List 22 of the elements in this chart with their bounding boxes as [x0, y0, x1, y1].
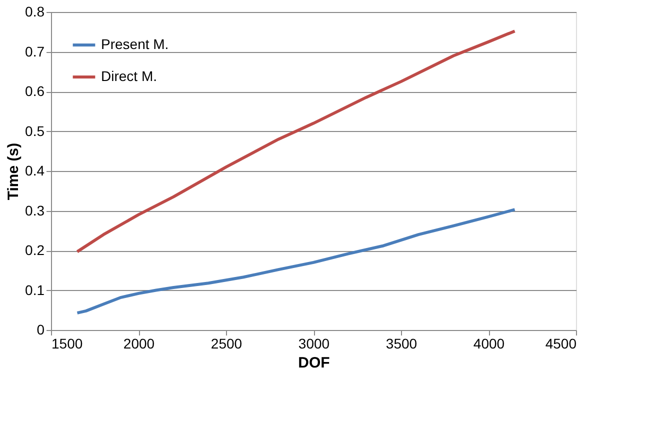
x-tick-label: 3000	[298, 336, 330, 352]
x-tick-label: 4500	[545, 336, 577, 352]
line-series	[76, 30, 516, 254]
x-tick-label: 2500	[210, 336, 242, 352]
y-tick-label: 0.6	[25, 83, 45, 99]
x-tick-label: 2000	[123, 336, 155, 352]
line-series	[76, 208, 516, 314]
y-axis-title: Time (s)	[5, 142, 22, 200]
y-tick-label: 0.2	[25, 242, 45, 258]
x-tick-label: 4000	[473, 336, 505, 352]
x-tick-label: 3500	[386, 336, 418, 352]
y-tick-label: 0.7	[25, 43, 45, 60]
legend-label: Direct M.	[101, 68, 157, 84]
y-tick-label: 0.4	[25, 162, 45, 178]
x-axis-title: DOF	[298, 354, 330, 372]
y-tick-label: 0.3	[25, 202, 45, 218]
x-tick-label: 1500	[52, 336, 83, 352]
y-tick-label: 0.1	[25, 282, 45, 298]
legend-label: Present M.	[101, 36, 169, 52]
y-tick-label: 0	[36, 322, 45, 338]
y-tick-label: 0.8	[25, 4, 45, 20]
y-tick-label: 0.5	[25, 122, 45, 139]
